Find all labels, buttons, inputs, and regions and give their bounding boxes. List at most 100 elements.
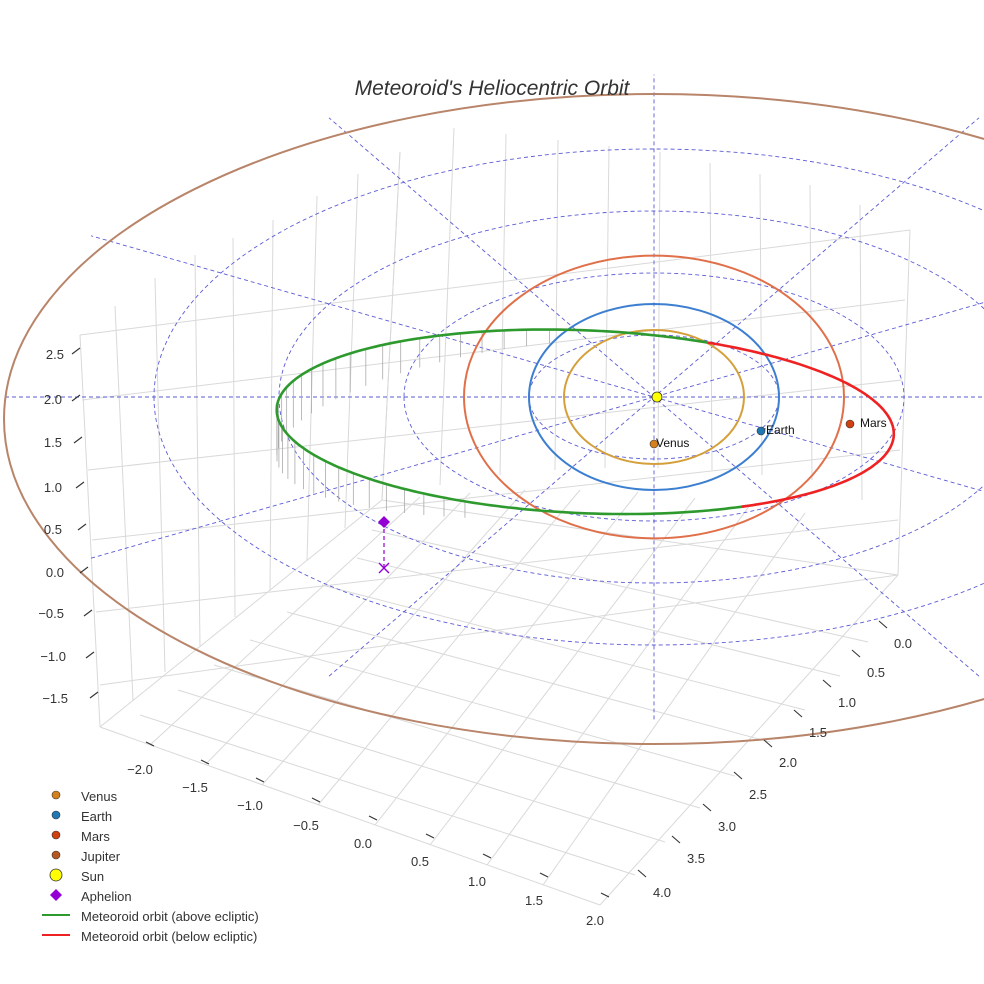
pane-grid-line (542, 512, 806, 886)
pane-grid-line (79, 229, 911, 336)
meteoroid-orbit-below (707, 341, 896, 508)
z-tick-mark (79, 566, 89, 574)
y-tick-mark (733, 771, 743, 780)
x-tick-label: −1.5 (182, 780, 208, 795)
y-tick-label: 3.0 (718, 819, 736, 834)
legend-item: Venus (40, 786, 340, 806)
legend-label: Meteoroid orbit (below ecliptic) (81, 928, 258, 944)
mars-marker (845, 419, 855, 429)
x-tick-label: 0.5 (411, 854, 429, 869)
legend-label: Jupiter (81, 848, 121, 864)
markers: Venus Earth Mars (378, 391, 887, 574)
x-tick-label: 1.0 (468, 874, 486, 889)
x-tick-mark (600, 892, 610, 898)
legend-label: Venus (81, 788, 118, 804)
legend-item: Earth (40, 806, 340, 826)
pane-grid-line (99, 726, 601, 906)
legend-symbol (40, 866, 72, 886)
sun-marker (651, 391, 663, 403)
legend-symbol (40, 806, 72, 826)
pane-grid-line (604, 145, 610, 469)
pane-grid-line (381, 151, 401, 501)
pane-grid-line (356, 557, 841, 677)
z-tick-label: −1.0 (40, 649, 66, 664)
z-tick-mark (71, 394, 81, 402)
z-tick-label: −1.5 (42, 691, 68, 706)
pane-grid-line (317, 489, 581, 806)
meteoroid-orbit-above (275, 328, 747, 516)
pane-grid-line (429, 497, 696, 846)
earth-marker (756, 426, 766, 436)
pane-grid-line (499, 133, 507, 476)
legend-item: Meteoroid orbit (below ecliptic) (40, 926, 340, 946)
y-tick-mark (702, 803, 712, 812)
orbits (3, 93, 984, 745)
z-tick-label: 0.0 (46, 565, 64, 580)
legend-label: Aphelion (81, 888, 132, 904)
pane-grid-line (154, 277, 166, 673)
x-tick-mark (145, 741, 155, 747)
mars-label: Mars (860, 416, 887, 430)
pane-grid-line (249, 639, 736, 777)
y-tick-mark (822, 679, 832, 688)
z-tick-mark (71, 347, 81, 355)
pane-grid-line (759, 173, 763, 476)
legend-label: Sun (81, 868, 105, 884)
y-tick-mark (637, 869, 647, 878)
z-tick-mark (73, 436, 83, 444)
pane-grid-line (79, 334, 101, 728)
orbit-venus (563, 329, 746, 465)
pane-grid-line (809, 184, 813, 481)
y-tick-mark (878, 620, 888, 629)
z-tick-label: 1.5 (44, 435, 62, 450)
legend-symbol (40, 886, 72, 906)
pane-grid-line (139, 714, 636, 876)
pane-grid-line (204, 492, 471, 766)
pane-grid-line (321, 584, 806, 711)
z-tick-label: 0.5 (44, 522, 62, 537)
legend-item: Sun (40, 866, 340, 886)
orbit-earth (528, 303, 781, 491)
pane-grid-line (439, 127, 455, 486)
y-tick-label: 1.0 (838, 695, 856, 710)
y-tick-label: 2.0 (779, 755, 797, 770)
legend-label: Meteoroid orbit (above ecliptic) (81, 908, 259, 924)
aphelion-marker (378, 516, 390, 528)
y-tick-mark (851, 649, 861, 658)
y-tick-label: 0.5 (867, 665, 885, 680)
z-tick-label: 1.0 (44, 480, 62, 495)
z-tick-label: −0.5 (38, 606, 64, 621)
legend: Venus Earth Mars Jupiter Sun Aphelion Meteoroi… (40, 786, 340, 946)
pane-grid-line (213, 664, 701, 809)
z-tick-mark (75, 481, 85, 489)
x-tick-label: 1.5 (525, 893, 543, 908)
aphelion-projection-marker (378, 562, 390, 574)
pane-grid-line (554, 139, 559, 471)
x-tick-mark (368, 815, 378, 821)
legend-item: Mars (40, 826, 340, 846)
legend-item: Aphelion (40, 886, 340, 906)
pane-grid-line (374, 491, 639, 826)
legend-symbol (40, 926, 72, 946)
pane-grid-line (709, 162, 713, 471)
venus-marker (649, 439, 659, 449)
orbit-mars (463, 254, 846, 540)
pane-grid-line (859, 204, 863, 501)
legend-item: Jupiter (40, 846, 340, 866)
legend-symbol (40, 906, 72, 926)
y-tick-label: 0.0 (894, 636, 912, 651)
legend-label: Earth (81, 808, 113, 824)
venus-label: Venus (656, 436, 689, 450)
chart-title: Meteoroid's Heliocentric Orbit (355, 77, 631, 100)
x-tick-mark (539, 872, 549, 878)
axis-ticks: 2.5 2.0 1.5 1.0 0.5 0.0 −0.5 −1.0 −1.5 −2.0 −1.5 −1… (38, 347, 912, 928)
pane-grid-line (177, 689, 666, 843)
pane-grid-line (87, 379, 903, 471)
x-tick-label: −1.0 (237, 798, 263, 813)
z-tick-mark (83, 609, 93, 617)
legend-symbol (40, 846, 72, 866)
pane-grid-line (486, 504, 751, 866)
earth-label: Earth (766, 423, 795, 437)
y-tick-mark (763, 739, 773, 748)
pane-grid-line (371, 529, 869, 643)
